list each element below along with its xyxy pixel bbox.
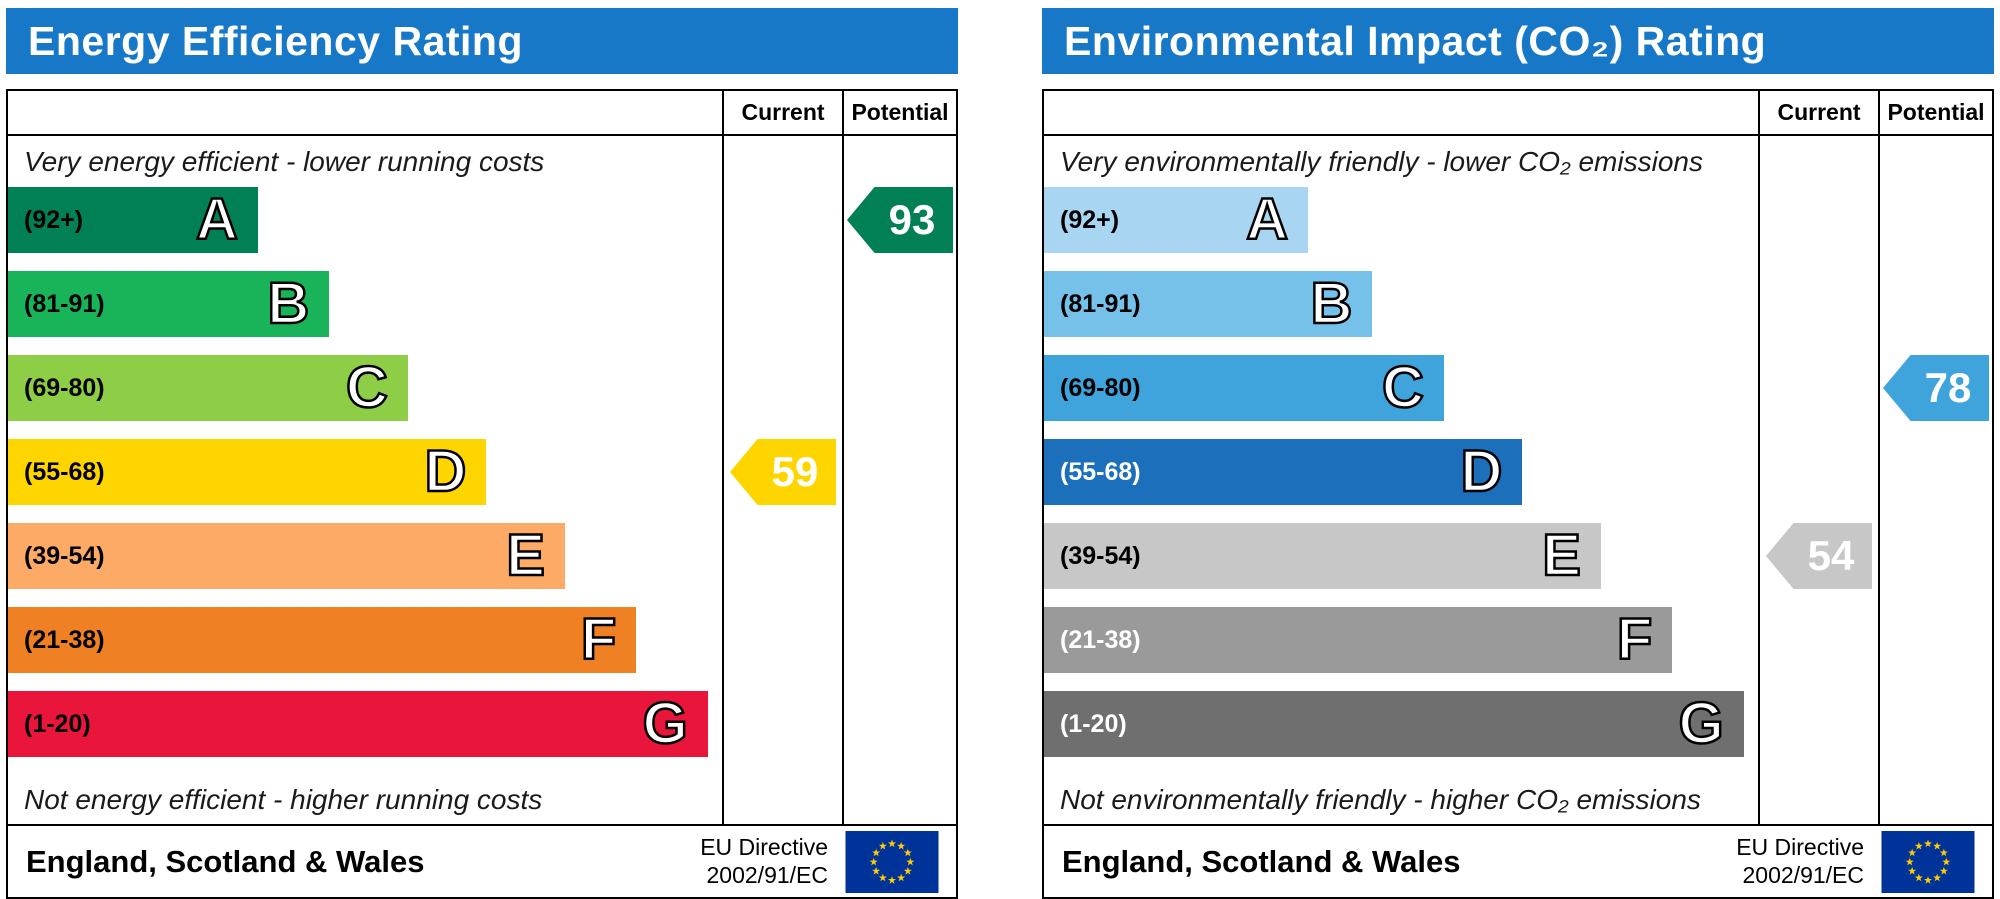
band-e: (39-54) E [8, 523, 565, 589]
band-g: (1-20) G [1044, 691, 1744, 757]
band-range-label: (55-68) [1060, 457, 1141, 486]
band-letter: C [1381, 355, 1425, 420]
band-f: (21-38) F [1044, 607, 1673, 673]
potential-column: 78 [1878, 136, 1992, 824]
band-letter: A [1245, 187, 1289, 252]
eu-flag-icon [1881, 830, 1975, 893]
bands-area: Very energy efficient - lower running co… [8, 136, 722, 824]
bottom-note: Not energy efficient - higher running co… [24, 784, 543, 815]
current-column: 54 [1758, 136, 1878, 824]
band-letter: C [345, 355, 389, 420]
band-b: (81-91) B [8, 271, 330, 337]
band-c: (69-80) C [1044, 355, 1444, 421]
current-value: 59 [771, 448, 819, 495]
band-d: (55-68) D [1044, 439, 1523, 505]
eu-directive-line2: 2002/91/EC [706, 861, 828, 888]
band-range-label: (39-54) [24, 541, 105, 570]
eu-directive-line1: EU Directive [700, 834, 828, 861]
potential-value: 78 [1924, 364, 1972, 411]
band-range-label: (1-20) [24, 709, 91, 738]
band-letter: D [1459, 439, 1503, 504]
current-marker: 54 [1766, 523, 1872, 589]
potential-column-header: Potential [1878, 91, 1992, 134]
band-letter: E [505, 523, 546, 588]
environmental-impact-chart: Environmental Impact (CO₂) Rating Curren… [1042, 8, 1994, 899]
band-letter: F [580, 607, 618, 672]
band-letter: B [266, 271, 310, 336]
potential-marker: 78 [1883, 355, 1989, 421]
column-header-row: Current Potential [1044, 91, 1992, 136]
current-value: 54 [1807, 532, 1855, 579]
eu-directive-line1: EU Directive [1736, 834, 1864, 861]
band-d: (55-68) D [8, 439, 487, 505]
band-g: (1-20) G [8, 691, 708, 757]
eu-flag-icon [845, 830, 939, 893]
band-f: (21-38) F [8, 607, 637, 673]
rating-body: Very energy efficient - lower running co… [8, 136, 956, 824]
current-column-header: Current [1758, 91, 1878, 134]
band-letter: F [1616, 607, 1654, 672]
table-footer: England, Scotland & Wales EU Directive 2… [8, 824, 956, 897]
chart-header: Environmental Impact (CO₂) Rating [1042, 8, 1994, 74]
top-note: Very environmentally friendly - lower CO… [1060, 145, 1703, 177]
column-header-spacer [8, 91, 722, 134]
band-range-label: (81-91) [24, 289, 105, 318]
rating-body: Very environmentally friendly - lower CO… [1044, 136, 1992, 824]
band-letter: G [1677, 691, 1725, 756]
potential-column: 93 [842, 136, 956, 824]
band-range-label: (92+) [24, 205, 84, 234]
eu-directive-line2: 2002/91/EC [1742, 861, 1864, 888]
band-c: (69-80) C [8, 355, 408, 421]
band-range-label: (81-91) [1060, 289, 1141, 318]
band-letter: D [423, 439, 467, 504]
band-range-label: (69-80) [24, 373, 105, 402]
eu-directive-label: EU Directive 2002/91/EC [700, 834, 828, 888]
chart-title: Environmental Impact (CO₂) Rating [1064, 17, 1767, 64]
bands-area: Very environmentally friendly - lower CO… [1044, 136, 1758, 824]
band-list: (92+) A (81-91) B (69-80) C (55-68) D (39-54) E (2… [8, 187, 722, 776]
bottom-note: Not environmentally friendly - higher CO… [1060, 784, 1701, 815]
band-letter: E [1541, 523, 1582, 588]
chart-header: Energy Efficiency Rating [6, 8, 958, 74]
column-header-row: Current Potential [8, 91, 956, 136]
band-range-label: (1-20) [1060, 709, 1127, 738]
current-marker: 59 [730, 439, 836, 505]
band-range-label: (55-68) [24, 457, 105, 486]
current-column: 59 [722, 136, 842, 824]
band-range-label: (39-54) [1060, 541, 1141, 570]
potential-value: 93 [888, 196, 936, 243]
band-b: (81-91) B [1044, 271, 1373, 337]
band-range-label: (21-38) [1060, 625, 1141, 654]
region-label: England, Scotland & Wales [1062, 843, 1461, 879]
column-header-spacer [1044, 91, 1758, 134]
potential-marker: 93 [847, 187, 953, 253]
band-range-label: (21-38) [24, 625, 105, 654]
band-e: (39-54) E [1044, 523, 1601, 589]
band-letter: B [1309, 271, 1353, 336]
band-range-label: (92+) [1060, 205, 1120, 234]
band-list: (92+) A (81-91) B (69-80) C (55-68) D (39-54) E (2… [1044, 187, 1758, 776]
top-note: Very energy efficient - lower running co… [24, 145, 545, 177]
band-letter: A [195, 187, 239, 252]
band-letter: G [641, 691, 689, 756]
energy-efficiency-chart: Energy Efficiency Rating Current Potenti… [6, 8, 958, 899]
potential-column-header: Potential [842, 91, 956, 134]
current-column-header: Current [722, 91, 842, 134]
rating-table: Current Potential Very environmentally f… [1042, 89, 1994, 899]
band-a: (92+) A [8, 187, 258, 253]
eu-directive-label: EU Directive 2002/91/EC [1736, 834, 1864, 888]
band-range-label: (69-80) [1060, 373, 1141, 402]
rating-table: Current Potential Very energy efficient … [6, 89, 958, 899]
chart-title: Energy Efficiency Rating [28, 17, 524, 64]
table-footer: England, Scotland & Wales EU Directive 2… [1044, 824, 1992, 897]
band-a: (92+) A [1044, 187, 1309, 253]
region-label: England, Scotland & Wales [26, 843, 425, 879]
